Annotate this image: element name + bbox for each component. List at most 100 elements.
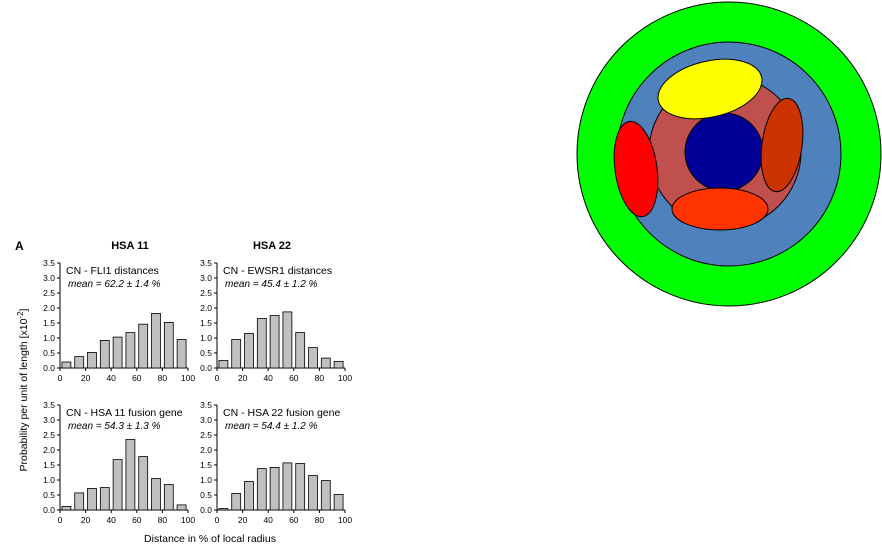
bar-ewsr1-3 — [256, 318, 267, 369]
y-tick-label: 0.0 — [43, 505, 55, 515]
bar-fli1-5 — [125, 332, 136, 369]
y-tick-label: 2.0 — [200, 445, 212, 455]
x-tick-label: 80 — [315, 373, 325, 383]
y-tick-label: 3.0 — [200, 273, 212, 283]
y-tick-label: 1.0 — [43, 333, 55, 343]
right-ellipse — [760, 97, 804, 193]
bar-ewsr1-5 — [282, 311, 293, 369]
x-tick-label: 60 — [132, 373, 142, 383]
bar-fli1-4 — [112, 336, 123, 369]
x-tick-label: 20 — [238, 515, 248, 525]
bar-fli1-6 — [138, 323, 149, 369]
bar-ewsr1-6 — [295, 332, 306, 369]
nucleus-diagram — [576, 1, 882, 307]
y-tick-label: 3.5 — [200, 258, 212, 268]
y-tick-label: 2.0 — [43, 445, 55, 455]
panel-title: CN - EWSR1 distances — [223, 265, 332, 277]
y-axis-label-exponent: -2 — [16, 311, 25, 319]
bar-hsa11-fusion-0 — [61, 505, 72, 511]
x-tick-label: 20 — [81, 515, 91, 525]
bar-hsa11-fusion-7 — [151, 478, 161, 511]
y-tick-label: 1.0 — [200, 333, 212, 343]
bar-hsa22-fusion-8 — [320, 480, 331, 511]
x-tick-label: 100 — [181, 373, 195, 383]
y-tick-label: 1.5 — [200, 318, 212, 328]
x-tick-label: 100 — [338, 373, 352, 383]
panel-title: CN - HSA 22 fusion gene — [223, 407, 340, 419]
y-axis-label-close: ] — [18, 308, 30, 311]
y-tick-label: 2.5 — [200, 288, 212, 298]
y-axis-label: Probability per unit of length [x10-2] — [16, 308, 30, 471]
bar-hsa22-fusion-7 — [308, 475, 318, 511]
x-tick-label: 0 — [215, 373, 220, 383]
x-tick-label: 80 — [158, 515, 168, 525]
x-axis-label: Distance in % of local radius — [144, 533, 276, 545]
x-tick-label: 60 — [289, 373, 299, 383]
top-ellipse — [657, 58, 763, 120]
bar-fli1-0 — [61, 361, 72, 369]
chart-panel-fli1: 0.0 0.5 1.0 1.5 2.0 2.5 3.0 3.5 0 20 40 60 80 100 CN -… — [43, 258, 195, 383]
y-tick-label: 0.5 — [43, 490, 55, 500]
y-tick-label: 2.0 — [43, 303, 55, 313]
bar-ewsr1-8 — [320, 357, 331, 369]
x-tick-label: 20 — [81, 373, 91, 383]
y-tick-label: 3.0 — [200, 415, 212, 425]
bar-ewsr1-0 — [218, 360, 229, 369]
bar-fli1-9 — [176, 339, 187, 369]
y-tick-label: 0.0 — [43, 363, 55, 373]
column-header-hsa22: HSA 22 — [253, 240, 291, 252]
x-tick-label: 0 — [58, 515, 63, 525]
core-circle — [684, 112, 764, 192]
bar-hsa22-fusion-0 — [218, 508, 229, 511]
y-tick-label: 2.5 — [43, 288, 55, 298]
bar-hsa22-fusion-2 — [244, 481, 254, 511]
x-tick-label: 100 — [181, 515, 195, 525]
bar-fli1-8 — [163, 321, 174, 369]
mean-annotation: mean = 54.3 ± 1.3 % — [68, 421, 161, 432]
bar-fli1-3 — [99, 339, 110, 369]
bottom-ellipse — [671, 187, 769, 231]
y-tick-label: 2.5 — [43, 430, 55, 440]
x-tick-label: 100 — [338, 515, 352, 525]
panel-title: CN - HSA 11 fusion gene — [66, 407, 183, 419]
column-header-hsa11: HSA 11 — [111, 240, 149, 252]
bar-hsa11-fusion-1 — [74, 492, 85, 511]
x-tick-label: 40 — [106, 373, 116, 383]
bar-hsa22-fusion-5 — [282, 462, 293, 511]
bar-hsa22-fusion-3 — [256, 468, 267, 511]
x-tick-label: 40 — [263, 515, 273, 525]
y-tick-label: 0.5 — [200, 490, 212, 500]
x-tick-label: 40 — [263, 373, 273, 383]
bar-ewsr1-9 — [333, 360, 344, 369]
panel-label: A — [15, 239, 24, 253]
mean-annotation: mean = 62.2 ± 1.4 % — [68, 279, 161, 290]
y-tick-label: 3.5 — [43, 258, 55, 268]
y-tick-label: 0.5 — [200, 348, 212, 358]
bar-fli1-7 — [151, 312, 161, 369]
x-tick-label: 60 — [132, 515, 142, 525]
x-tick-label: 80 — [315, 515, 325, 525]
y-tick-label: 3.5 — [43, 400, 55, 410]
y-tick-label: 0.0 — [200, 363, 212, 373]
y-tick-label: 2.5 — [200, 430, 212, 440]
y-tick-label: 0.5 — [43, 348, 55, 358]
y-tick-label: 1.0 — [200, 475, 212, 485]
bar-hsa11-fusion-2 — [87, 487, 97, 511]
bar-fli1-2 — [87, 351, 97, 369]
chart-panel-hsa22-fusion: 0.0 0.5 1.0 1.5 2.0 2.5 3.0 3.5 0 20 40 60 80 100 CN -… — [200, 400, 352, 525]
bar-ewsr1-4 — [269, 315, 280, 369]
bar-hsa22-fusion-6 — [295, 463, 306, 511]
bar-hsa22-fusion-4 — [269, 466, 280, 511]
left-ellipse — [613, 120, 659, 218]
y-tick-label: 1.5 — [43, 460, 55, 470]
mean-annotation: mean = 45.4 ± 1.2 % — [225, 279, 318, 290]
bar-fli1-1 — [74, 356, 85, 369]
bar-hsa22-fusion-9 — [333, 493, 344, 511]
x-tick-label: 0 — [58, 373, 63, 383]
y-tick-label: 2.0 — [200, 303, 212, 313]
panel-title: CN - FLI1 distances — [66, 265, 159, 277]
bar-hsa11-fusion-9 — [176, 504, 187, 511]
bar-ewsr1-7 — [308, 347, 318, 369]
bar-hsa22-fusion-1 — [231, 493, 242, 511]
